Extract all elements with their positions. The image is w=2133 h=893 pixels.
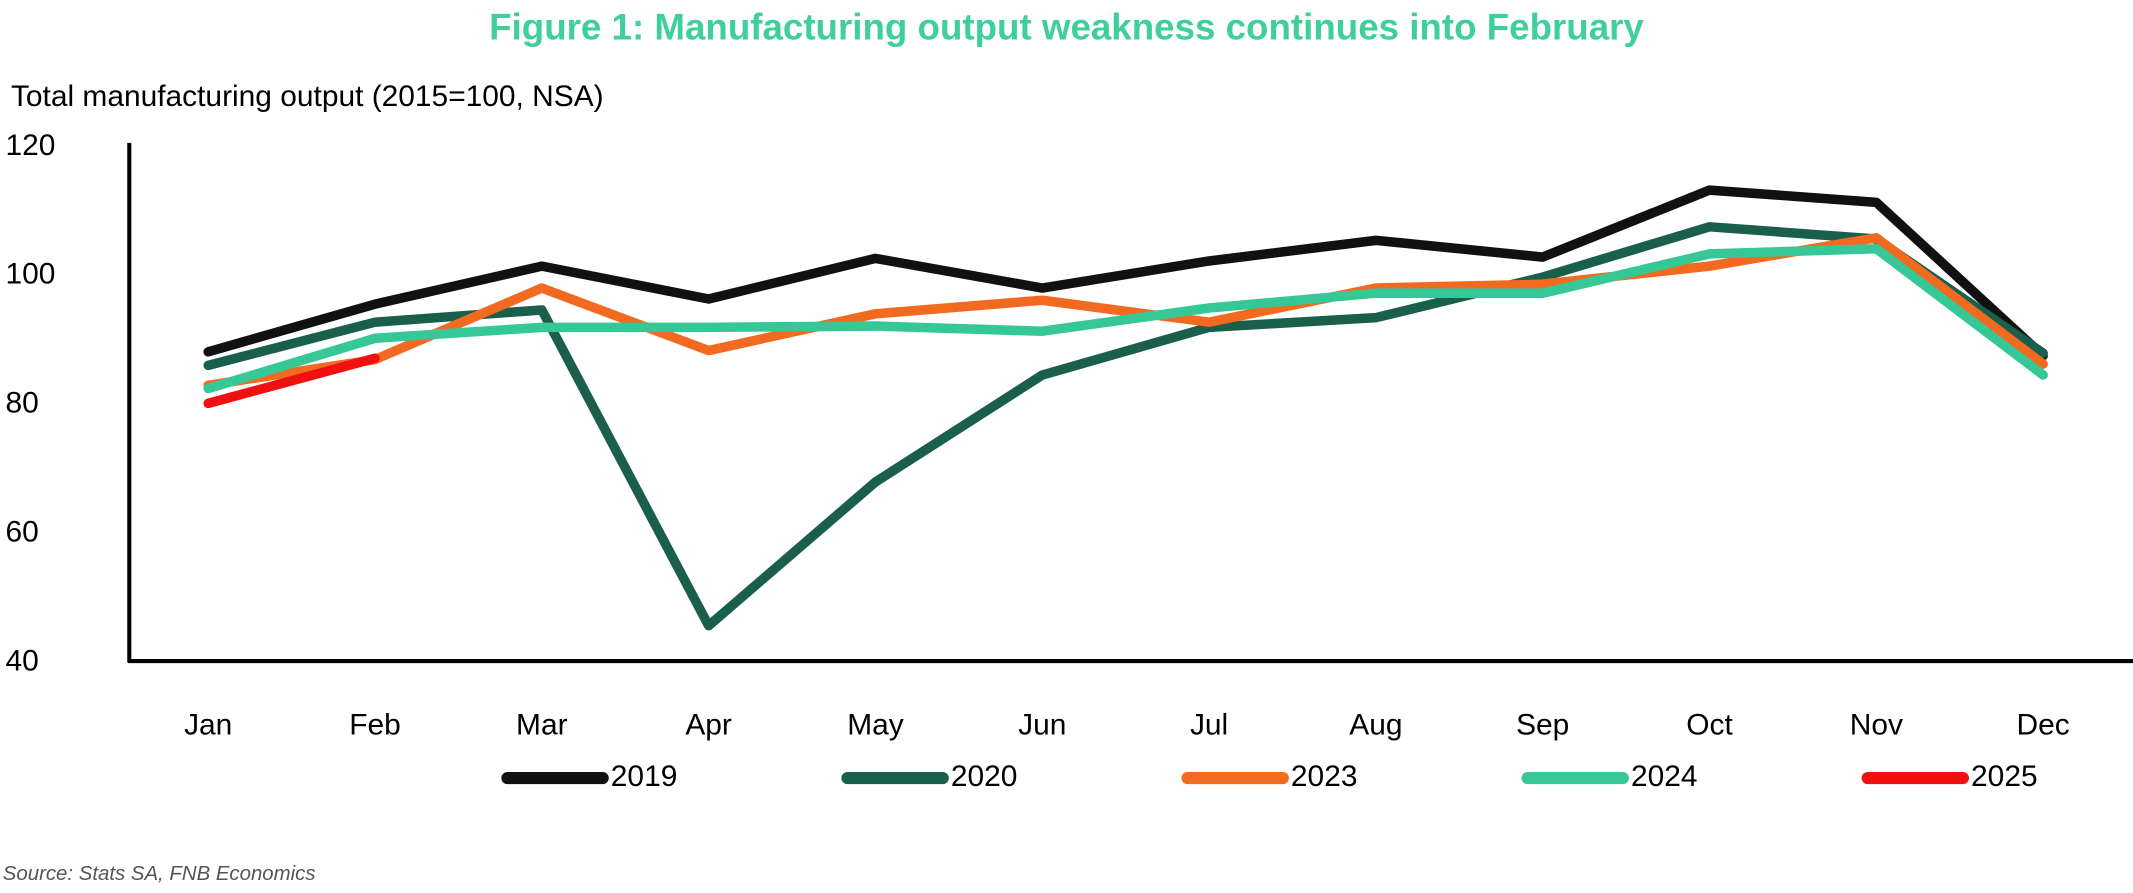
series-line xyxy=(203,243,2048,394)
x-tick-label: Jul xyxy=(1190,708,1228,741)
legend-label: 2025 xyxy=(1971,760,2038,793)
series-line xyxy=(203,222,2048,631)
x-tick-label: Apr xyxy=(685,708,732,741)
x-tick-label: Jan xyxy=(184,708,232,741)
legend-label: 2024 xyxy=(1631,760,1698,793)
y-tick-label: 100 xyxy=(6,258,56,291)
source: Source: Stats SA, FNB Economics xyxy=(3,863,316,885)
x-tick-label: Dec xyxy=(2017,708,2070,741)
y-axis-label: Total manufacturing output (2015=100, NS… xyxy=(11,80,604,113)
legend-label: 2023 xyxy=(1291,760,1358,793)
series-line xyxy=(203,233,2048,391)
x-tick-label: Aug xyxy=(1349,708,1402,741)
x-tick-label: May xyxy=(847,708,904,741)
x-tick-label: Nov xyxy=(1850,708,1903,741)
x-tick-label: Oct xyxy=(1686,708,1733,741)
series-line xyxy=(203,185,2048,361)
x-tick-label: Mar xyxy=(516,708,568,741)
y-tick-label: 60 xyxy=(6,515,39,548)
y-tick-label: 80 xyxy=(6,387,39,420)
y-tick-label: 120 xyxy=(6,129,56,162)
chart-title: Figure 1: Manufacturing output weakness … xyxy=(489,7,1644,48)
x-tick-label: Sep xyxy=(1516,708,1569,741)
series-line xyxy=(203,353,380,409)
legend-label: 2020 xyxy=(951,760,1018,793)
legend-label: 2019 xyxy=(611,760,678,793)
y-tick-label: 40 xyxy=(6,644,39,677)
x-tick-label: Jun xyxy=(1018,708,1066,741)
x-tick-label: Feb xyxy=(349,708,401,741)
